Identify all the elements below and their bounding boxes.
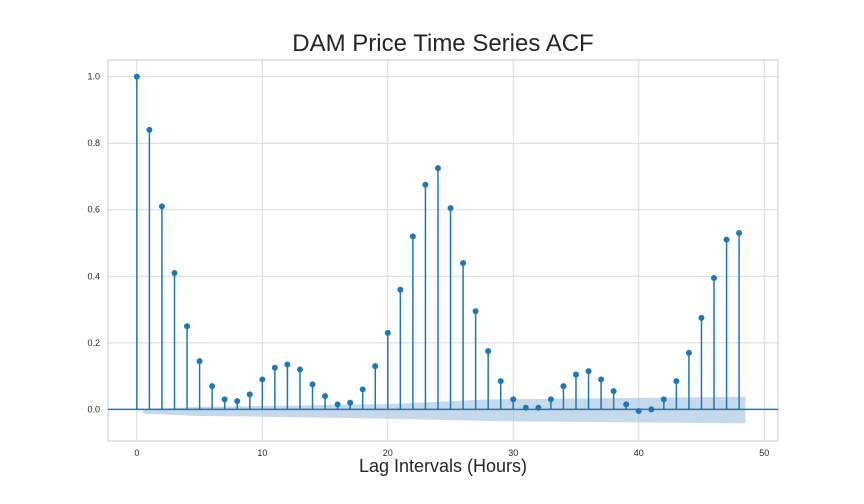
acf-point (184, 323, 191, 330)
y-tick-label: 0.0 (87, 404, 100, 414)
acf-point (372, 363, 379, 370)
acf-point (673, 378, 680, 385)
acf-point (635, 408, 642, 415)
acf-point (560, 383, 567, 390)
acf-point (460, 259, 467, 266)
acf-point (409, 233, 416, 240)
acf-point (723, 236, 730, 243)
x-tick-label: 50 (759, 448, 769, 458)
acf-point (434, 165, 441, 172)
y-tick-label: 1.0 (87, 72, 100, 82)
x-tick-label: 40 (634, 448, 644, 458)
acf-point (271, 364, 278, 371)
acf-point (322, 393, 329, 400)
acf-point (347, 399, 354, 406)
acf-point (146, 126, 153, 133)
acf-point (296, 366, 303, 373)
acf-point (623, 401, 630, 408)
acf-point (598, 376, 605, 383)
acf-point (535, 404, 542, 411)
acf-point (309, 381, 316, 388)
acf-point (209, 383, 216, 390)
y-tick-label: 0.4 (87, 271, 100, 281)
x-tick-label: 30 (508, 448, 518, 458)
plot-frame (107, 59, 779, 442)
acf-point (485, 348, 492, 355)
acf-point (171, 269, 178, 276)
acf-point (572, 371, 579, 378)
acf-point (359, 386, 366, 393)
acf-point (259, 376, 266, 383)
acf-point (510, 396, 517, 403)
acf-point (522, 404, 529, 411)
acf-point (685, 349, 692, 356)
acf-point (334, 401, 341, 408)
markers-layer (133, 73, 743, 415)
acf-point (585, 368, 592, 375)
acf-point (422, 181, 429, 188)
acf-point (196, 358, 203, 365)
y-tick-label: 0.8 (87, 138, 100, 148)
acf-point (384, 329, 391, 336)
acf-point (246, 391, 253, 398)
acf-point (221, 396, 228, 403)
y-tick-label: 0.6 (87, 205, 100, 215)
stems-layer (136, 76, 740, 412)
x-axis-label: Lag Intervals (Hours) (358, 456, 528, 476)
acf-point (397, 286, 404, 293)
chart-title: DAM Price Time Series ACF (292, 30, 594, 57)
acf-point (472, 308, 479, 315)
acf-point (447, 205, 454, 212)
acf-point (547, 396, 554, 403)
acf-point (158, 203, 165, 210)
x-tick-label: 20 (383, 448, 393, 458)
tick-labels-layer: 0 10 20 30 40 50 0.0 0.2 0.4 0.6 0.8 1.0 (87, 72, 769, 458)
acf-point (497, 378, 504, 385)
acf-point (698, 314, 705, 321)
acf-point (133, 73, 140, 80)
acf-point (736, 230, 743, 237)
acf-point (660, 396, 667, 403)
acf-point (610, 388, 617, 395)
x-tick-label: 10 (257, 448, 267, 458)
acf-point (284, 361, 291, 368)
acf-point (234, 398, 241, 405)
acf-point (648, 406, 655, 413)
acf-point (711, 274, 718, 281)
y-tick-label: 0.2 (87, 338, 100, 348)
x-tick-label: 0 (134, 448, 139, 458)
